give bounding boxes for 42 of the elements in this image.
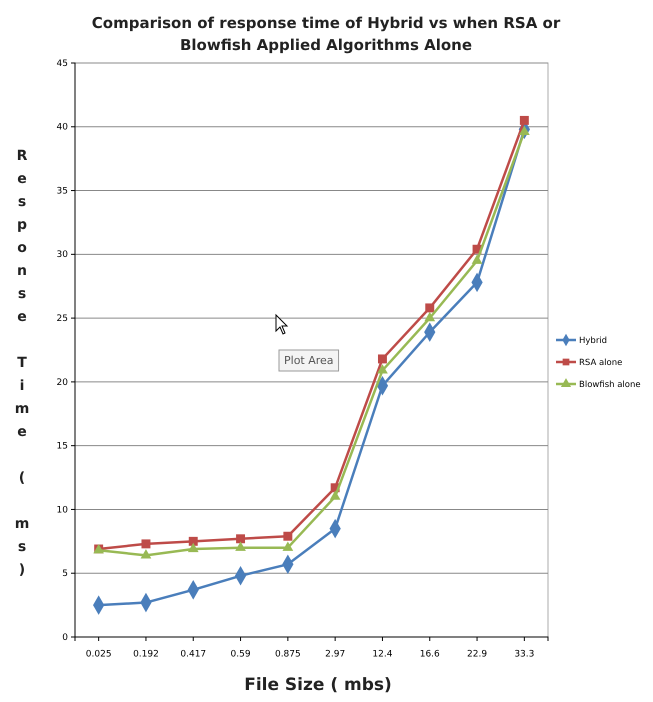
text: Response Time ( ms) [14,148,30,578]
x-tick-label: 12.4 [372,650,393,660]
chart-title: Comparison of response time of Hybrid vs when RSA or Blowfish Applied Algorithms Alone [92,14,561,54]
point [425,303,434,312]
point [282,542,294,551]
point [236,534,246,544]
y-tick-label: 5 [62,569,68,580]
point [330,490,341,500]
y-tick-label: 45 [56,58,68,69]
annotation: Plot Area [284,354,334,367]
x-axis-title: File Size ( mbs) [244,675,392,695]
y-tick-label: 10 [56,505,68,516]
point [141,539,150,548]
legend-label: RSA alone [579,358,622,368]
y-tick-label: 15 [56,442,68,452]
point [378,354,387,364]
x-tick-label: 0.192 [133,650,159,660]
y-tick-label: 35 [56,186,68,196]
point [472,254,482,264]
y-tick-label: 20 [56,378,68,388]
x-tick-label: 2.97 [325,650,346,660]
y-tick-label: 40 [56,122,68,133]
point [520,116,529,125]
x-tick-label: 0.59 [230,650,251,660]
x-tick-label: 0.025 [86,650,112,660]
point [188,542,199,552]
x-tick-label: 22.9 [467,650,488,660]
point [377,364,388,374]
point [235,542,246,551]
x-tick-label: 16.6 [420,650,440,660]
x-tick-label: 33.3 [514,650,534,660]
point [140,549,152,558]
y-tick-label: 25 [56,314,68,324]
x-tick-label: 0.875 [274,650,301,660]
legend-label: Hybrid [579,336,608,346]
y-tick-label: 30 [56,250,68,260]
point [283,532,292,541]
legend-label: Blowfish alone [579,380,641,390]
point [424,312,436,322]
point [518,126,530,135]
y-tick-label: 0 [62,632,68,643]
x-tick-label: 0.417 [180,650,206,660]
